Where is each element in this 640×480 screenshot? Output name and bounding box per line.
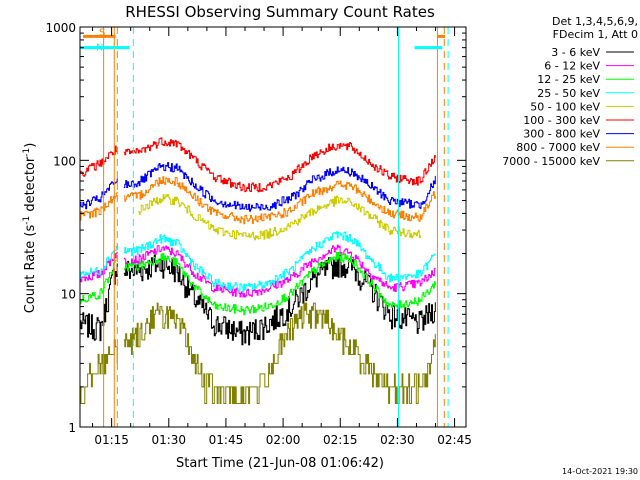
- series-line-50-100-kev: [138, 194, 421, 241]
- legend: Det 1,3,4,5,6,9, FDecim 1, Att 0 3 - 6 k…: [502, 15, 638, 168]
- plot-border: [79, 26, 467, 428]
- legend-label-7000-15000-kev: 7000 - 15000 keV: [502, 155, 600, 168]
- series-line-12-25-kev: [80, 251, 436, 316]
- x-axis-ticks: 01:15 01:30 01:45 02:00 02:15 02:30 02:45: [92, 27, 472, 447]
- x-tick-label: 01:15: [94, 433, 129, 447]
- y-axis-label-sup1: -1: [22, 216, 32, 225]
- series-line-800-7000-kev: [80, 176, 436, 225]
- y-tick-label: 1000: [45, 21, 76, 35]
- y-tick-label: 100: [53, 154, 76, 168]
- legend-label-6-12-kev: 6 - 12 keV: [544, 60, 600, 73]
- footer-timestamp: 14-Oct-2021 19:30: [562, 467, 638, 476]
- marker-label-s: S: [99, 27, 105, 38]
- marker-label-n: N: [96, 43, 103, 54]
- x-axis-label: Start Time (21-Jun-08 01:06:42): [176, 456, 384, 471]
- y-tick-label: 10: [61, 288, 76, 302]
- legend-label-800-7000-kev: 800 - 7000 keV: [516, 141, 600, 154]
- legend-label-3-6-kev: 3 - 6 keV: [551, 46, 600, 59]
- x-tick-label: 02:00: [266, 433, 301, 447]
- y-axis-label-main: Count Rate (s: [23, 225, 38, 314]
- series-line-25-50-kev: [80, 231, 436, 293]
- y-axis-label-mid: detector: [23, 156, 38, 216]
- y-axis-label: Count Rate (s-1 detector-1): [22, 143, 38, 314]
- x-tick-label: 01:45: [209, 433, 244, 447]
- y-tick-label: 1: [68, 421, 76, 435]
- series-line-7000-15000-kev: [80, 302, 436, 404]
- series-line-300-800-kev: [80, 162, 436, 212]
- legend-label-100-300-kev: 100 - 300 keV: [523, 114, 600, 127]
- chart-title: RHESSI Observing Summary Count Rates: [125, 3, 435, 21]
- plot-area: SN: [80, 27, 449, 427]
- x-tick-label: 02:45: [437, 433, 472, 447]
- y-axis-ticks: 1 10 100 1000: [45, 21, 466, 435]
- series-line-100-300-kev: [80, 137, 436, 193]
- legend-label-25-50-kev: 25 - 50 keV: [537, 87, 600, 100]
- y-axis-label-end: ): [23, 143, 38, 148]
- y-axis-label-sup2: -1: [22, 148, 32, 157]
- legend-header-line-2: FDecim 1, Att 0: [553, 28, 638, 41]
- legend-label-12-25-kev: 12 - 25 keV: [537, 73, 600, 86]
- legend-label-300-800-kev: 300 - 800 keV: [523, 128, 600, 141]
- axes-frame: [79, 26, 467, 428]
- legend-header-line-1: Det 1,3,4,5,6,9,: [552, 15, 638, 28]
- legend-label-50-100-kev: 50 - 100 keV: [530, 100, 600, 113]
- x-tick-label: 02:15: [323, 433, 358, 447]
- x-tick-label: 02:30: [380, 433, 415, 447]
- x-tick-label: 01:30: [151, 433, 186, 447]
